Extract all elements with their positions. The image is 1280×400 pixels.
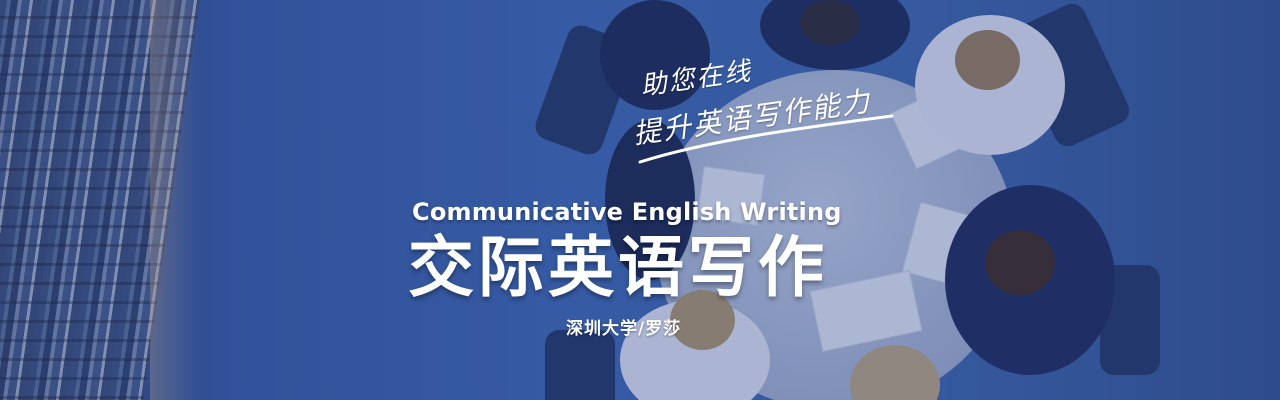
course-author: 深圳大学/罗莎 bbox=[566, 319, 682, 339]
course-title-chinese: 交际英语写作 bbox=[408, 229, 828, 306]
person-left bbox=[600, 0, 710, 110]
course-title-english: Communicative English Writing bbox=[412, 198, 842, 226]
bookshelf-edge bbox=[150, 0, 200, 400]
person-bottom-left-head bbox=[670, 290, 735, 350]
person-left-arm bbox=[605, 120, 695, 280]
chair-bottom-left bbox=[545, 330, 615, 400]
person-top-right-head bbox=[955, 30, 1020, 90]
person-top-head bbox=[800, 0, 860, 45]
person-right-head bbox=[985, 230, 1055, 295]
slogan-underline-swoosh bbox=[638, 114, 894, 164]
